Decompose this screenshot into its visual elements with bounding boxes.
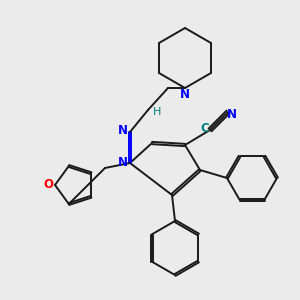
Text: O: O xyxy=(43,178,53,191)
Text: H: H xyxy=(153,107,161,117)
Text: C: C xyxy=(201,122,209,134)
Text: N: N xyxy=(118,157,128,169)
Text: N: N xyxy=(180,88,190,101)
Text: N: N xyxy=(227,107,237,121)
Text: N: N xyxy=(118,124,128,136)
